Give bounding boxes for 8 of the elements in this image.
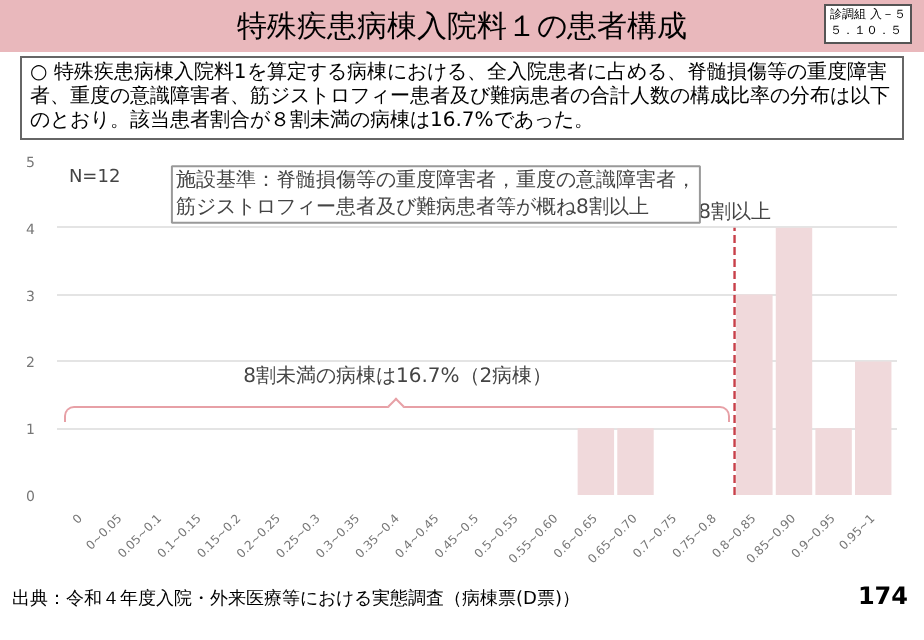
annotation: 8割未満の病棟は16.7%（2病棟） [243, 364, 553, 389]
text: 174 [857, 580, 908, 614]
annotation: N=12 [68, 167, 121, 188]
chart-subtitle: ○ 特殊疾患病棟入院料1を算定する病棟における、全入院患者に占める、脊髄損傷等の重度障害者、重度の意識障害者、筋ジストロフィー患者及び難病患者の合計人数の構成比率の分布は以下のとおり。該当患者割合が８割未満の病棟は16.7%であった。 [20, 56, 904, 140]
ref-line-label: 8割以上 [698, 199, 771, 224]
chart-title: 特殊疾患病棟入院料１の患者構成 [237, 8, 687, 44]
annotation: 施設基準：脊髄損傷等の重度障害者，重度の意識障害者，筋ジストロフィー患者及び難病患者等が概ね8割以上 [175, 168, 696, 219]
source-note: 出典：令和４年度入院・外来医療等における実態調査（病棟票(D票)） [12, 588, 580, 614]
